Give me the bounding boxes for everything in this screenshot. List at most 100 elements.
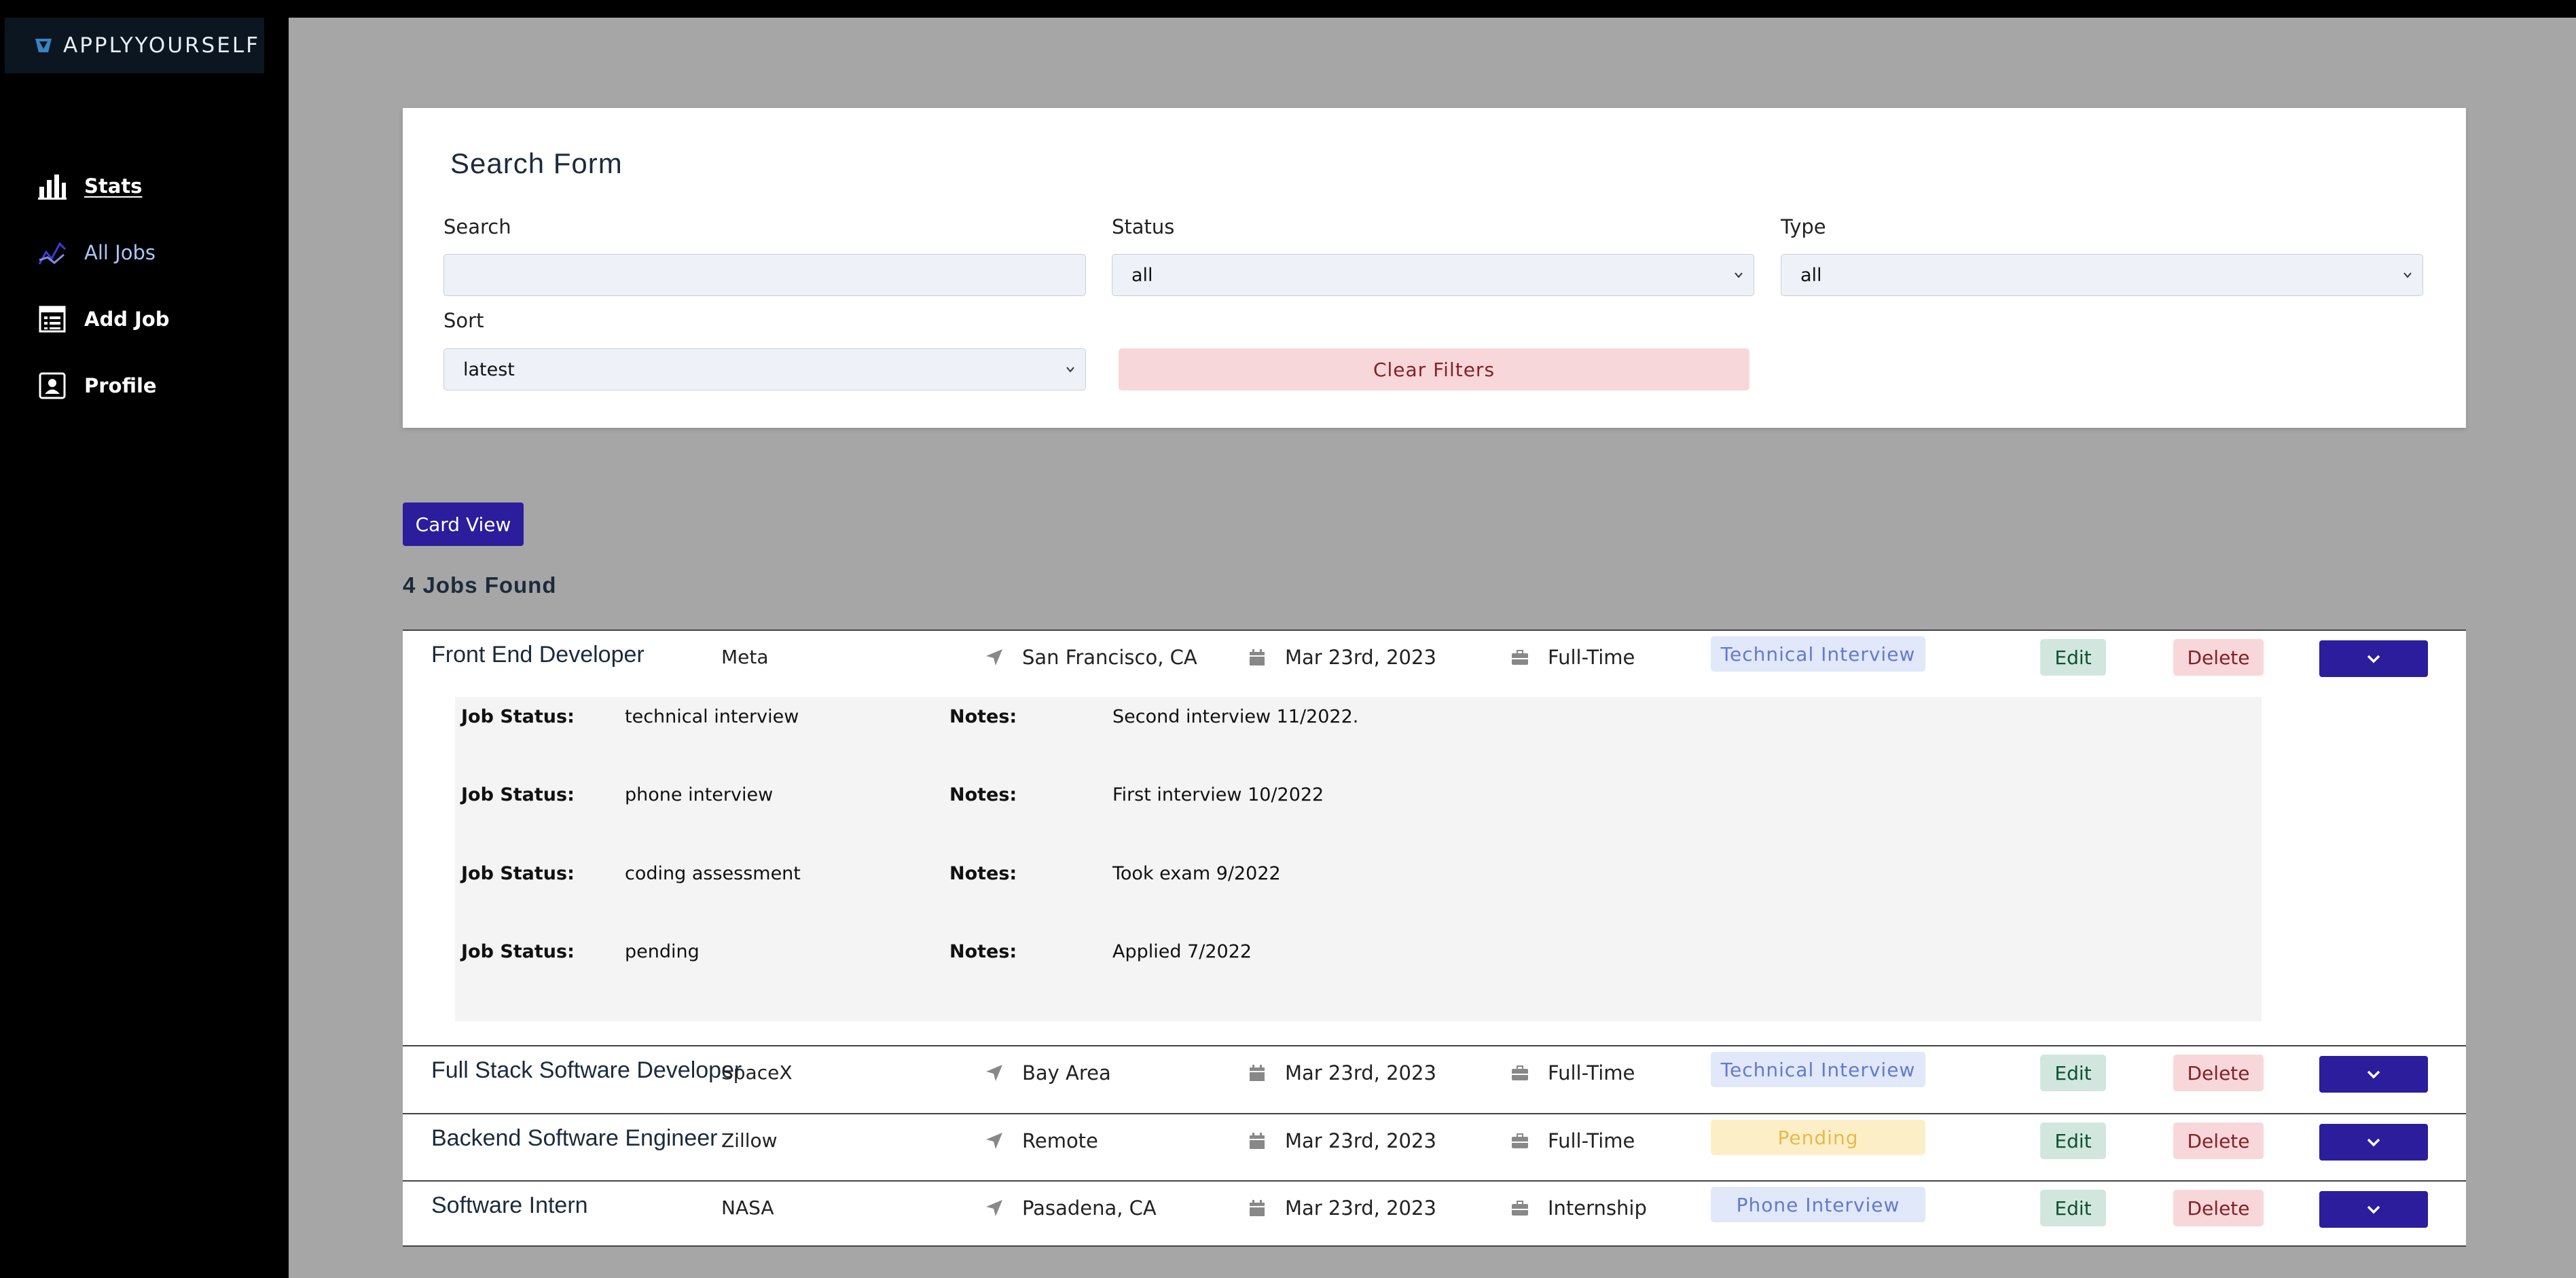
expand-toggle-button[interactable] [2319,1191,2428,1228]
type-label: Type [1781,215,1826,238]
sidebar-item-label: Stats [84,175,143,198]
job-row: Full Stack Software Developer SpaceX Bay… [403,1045,2466,1113]
history-notes-label: Notes: [949,941,1017,962]
job-location-text: Pasadena, CA [1022,1197,1157,1220]
job-company: NASA [721,1197,774,1219]
location-arrow-icon [986,1065,1002,1081]
edit-button[interactable]: Edit [2040,1122,2106,1159]
expand-toggle-button[interactable] [2319,640,2428,677]
sort-select-value: latest [463,359,515,380]
status-badge: Pending [1711,1120,1925,1155]
id-card-icon [39,372,66,399]
status-label: Status [1112,215,1175,238]
job-location-text: Bay Area [1022,1061,1111,1084]
job-type: Full-Time [1510,646,1635,669]
history-status-label: Job Status: [461,784,575,805]
briefcase-icon [1512,1201,1528,1216]
job-company: Zillow [721,1129,778,1152]
edit-button[interactable]: Edit [2040,1055,2106,1091]
history-notes-value: Applied 7/2022 [1112,941,1252,962]
job-date: Mar 23rd, 2023 [1247,646,1436,669]
search-input[interactable] [443,254,1086,296]
type-select-value: all [1800,264,1822,286]
job-date: Mar 23rd, 2023 [1247,1129,1436,1152]
chevron-down-icon [2367,1205,2380,1214]
form-title: Search Form [450,147,623,179]
job-date-text: Mar 23rd, 2023 [1285,1129,1436,1152]
trend-lines-icon [38,242,67,265]
job-title: Software Intern [431,1192,588,1218]
job-type-text: Full-Time [1548,646,1635,669]
sidebar-item-all-jobs[interactable]: All Jobs [37,219,170,286]
type-select[interactable]: all [1781,254,2423,296]
job-title: Front End Developer [431,642,645,668]
history-status-label: Job Status: [461,863,575,884]
status-select-value: all [1131,264,1153,286]
history-status-value: phone interview [625,784,774,805]
history-status-label: Job Status: [461,706,575,727]
location-arrow-icon [986,1133,1002,1149]
briefcase-icon [1512,1133,1528,1148]
search-form: Search Form Search Status all Type all S… [403,108,2466,428]
status-select[interactable]: all [1112,254,1754,296]
expand-toggle-button[interactable] [2319,1056,2428,1093]
card-view-button[interactable]: Card View [403,503,524,546]
chevron-down-icon [2367,1138,2380,1147]
sidebar-nav: Stats All Jobs Add Job [37,153,170,419]
job-type: Full-Time [1510,1061,1635,1084]
job-status-history: Job Status: technical interview Notes: S… [455,697,2262,1021]
sidebar-item-profile[interactable]: Profile [37,352,170,419]
sort-label: Sort [443,309,484,332]
job-title: Backend Software Engineer [431,1125,718,1151]
chevron-down-icon [2367,1070,2380,1079]
status-badge: Technical Interview [1711,1052,1925,1087]
delete-button[interactable]: Delete [2173,1055,2264,1091]
edit-button[interactable]: Edit [2040,1190,2106,1226]
history-status-value: pending [625,941,700,962]
sidebar-item-label: Add Job [84,308,170,331]
location-arrow-icon [986,1200,1002,1216]
history-row: Job Status: technical interview Notes: S… [455,706,2262,733]
job-location-text: San Francisco, CA [1022,646,1197,669]
job-date-text: Mar 23rd, 2023 [1285,1197,1436,1220]
jobs-found-count: 4 Jobs Found [403,572,557,598]
job-date: Mar 23rd, 2023 [1247,1061,1436,1084]
chevron-down-icon [1066,367,1074,373]
expand-toggle-button[interactable] [2319,1124,2428,1161]
job-location: San Francisco, CA [984,646,1197,669]
job-location: Pasadena, CA [984,1197,1157,1220]
history-row: Job Status: pending Notes: Applied 7/202… [455,941,2262,968]
delete-button[interactable]: Delete [2173,639,2264,676]
job-date-text: Mar 23rd, 2023 [1285,1061,1436,1084]
brand-logo[interactable]: APPLYYOURSELF [5,18,264,73]
job-type: Full-Time [1510,1129,1635,1152]
history-notes-label: Notes: [949,784,1017,805]
history-status-value: coding assessment [625,863,801,884]
history-notes-value: First interview 10/2022 [1112,784,1324,805]
calendar-icon [1250,1065,1265,1081]
form-icon [39,306,66,333]
top-bar [0,0,2576,18]
calendar-icon [1250,1133,1265,1149]
history-notes-value: Took exam 9/2022 [1112,863,1281,884]
edit-button[interactable]: Edit [2040,639,2106,676]
job-date-text: Mar 23rd, 2023 [1285,646,1436,669]
clear-filters-button[interactable]: Clear Filters [1119,348,1749,390]
sidebar-item-label: All Jobs [84,241,156,264]
history-notes-label: Notes: [949,706,1017,727]
sidebar-item-add-job[interactable]: Add Job [37,286,170,352]
job-location: Remote [984,1129,1098,1152]
sort-select[interactable]: latest [443,348,1086,390]
delete-button[interactable]: Delete [2173,1122,2264,1159]
sidebar-item-label: Profile [84,374,157,397]
history-status-label: Job Status: [461,941,575,962]
chevron-down-icon [1735,272,1743,278]
chevron-up-icon [2367,655,2380,663]
shield-logo-icon [35,39,52,52]
delete-button[interactable]: Delete [2173,1190,2264,1226]
job-company: Meta [721,646,769,668]
sidebar-item-stats[interactable]: Stats [37,153,170,219]
history-notes-value: Second interview 11/2022. [1112,706,1359,727]
briefcase-icon [1512,1065,1528,1080]
job-location: Bay Area [984,1061,1111,1084]
